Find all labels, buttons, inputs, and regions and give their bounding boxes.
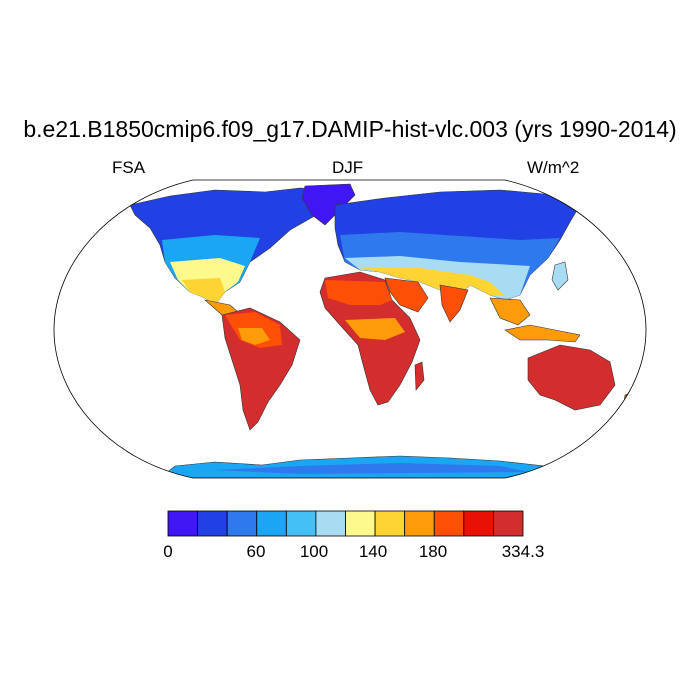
australia xyxy=(527,344,616,411)
colorbar-swatch xyxy=(315,510,346,537)
colorbar-swatch xyxy=(404,510,435,537)
colorbar-swatch xyxy=(285,510,317,537)
colorbar-swatch xyxy=(226,510,258,537)
colorbar-swatch xyxy=(463,510,494,537)
colorbar-tick-label: 180 xyxy=(418,542,448,561)
colorbar-tick-label: 100 xyxy=(299,542,329,561)
madagascar xyxy=(414,361,425,391)
colorbar-swatch xyxy=(345,510,376,537)
colorbar-swatch xyxy=(167,510,198,537)
map-land xyxy=(129,183,633,478)
units-label: W/m^2 xyxy=(527,158,580,177)
colorbar xyxy=(167,510,524,537)
arabia xyxy=(384,277,429,313)
colorbar-swatch xyxy=(493,510,524,537)
japan xyxy=(551,261,569,291)
season-label: DJF xyxy=(332,158,364,177)
colorbar-swatch xyxy=(256,510,287,537)
plot-title: b.e21.B1850cmip6.f09_g17.DAMIP-hist-vlc.… xyxy=(23,116,677,142)
variable-label: FSA xyxy=(112,158,146,177)
india xyxy=(439,284,469,323)
map-border xyxy=(53,179,647,479)
colorbar-tick-label: 0 xyxy=(163,542,173,561)
colorbar-swatch xyxy=(197,510,228,537)
colorbar-tick-label: 140 xyxy=(358,542,388,561)
greenland xyxy=(301,183,356,226)
southeast-asia xyxy=(489,297,531,326)
colorbar-tick-label: 334.3 xyxy=(501,542,545,561)
colorbar-swatch xyxy=(374,510,406,537)
colorbar-swatch xyxy=(433,510,465,537)
colorbar-tick-label: 60 xyxy=(246,542,266,561)
indonesia xyxy=(504,324,581,343)
